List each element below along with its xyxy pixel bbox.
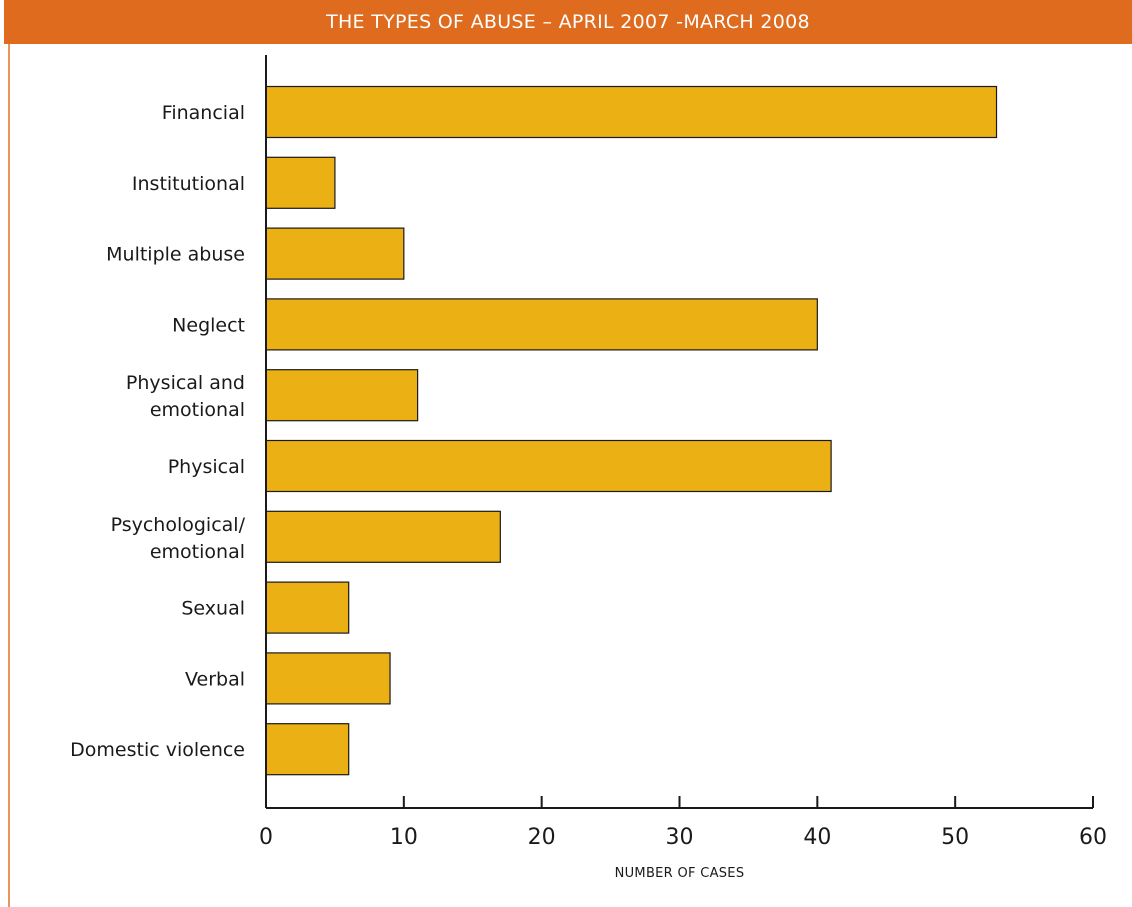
category-label-line: emotional xyxy=(150,399,245,421)
tick-labels-group: 0 10 20 30 40 50 60 xyxy=(259,825,1107,850)
category-label: Multiple abuse xyxy=(106,244,245,266)
bar xyxy=(265,723,350,776)
bar xyxy=(265,581,350,634)
x-tick-label: 40 xyxy=(803,825,831,850)
category-labels-group: Financial Institutional Multiple abuse Negl… xyxy=(70,102,245,761)
category-label: Verbal xyxy=(185,668,245,690)
category-label: Institutional xyxy=(132,173,245,195)
bar xyxy=(265,298,818,351)
category-label: Physical and emotional xyxy=(126,372,245,421)
category-label: Financial xyxy=(162,102,245,124)
category-label: Sexual xyxy=(181,598,245,620)
bar xyxy=(265,652,391,705)
bar xyxy=(265,227,405,280)
x-tick-label: 10 xyxy=(390,825,418,850)
x-axis-label: NUMBER OF CASES xyxy=(615,866,745,881)
category-label: Domestic violence xyxy=(70,739,245,761)
x-tick-label: 30 xyxy=(666,825,694,850)
category-label: Neglect xyxy=(172,314,245,336)
bar xyxy=(265,439,832,493)
x-tick-label: 50 xyxy=(941,825,969,850)
x-tick-label: 20 xyxy=(528,825,556,850)
category-label: Physical xyxy=(168,456,245,478)
bars-group xyxy=(265,85,998,776)
x-tick-label: 0 xyxy=(259,825,273,850)
axes-group xyxy=(265,55,1094,809)
bar xyxy=(265,369,419,422)
bar xyxy=(265,510,501,563)
category-label-line: emotional xyxy=(150,541,245,563)
category-label-line: Physical and xyxy=(126,372,245,394)
frame-left-rule xyxy=(8,44,10,907)
bar xyxy=(265,85,998,139)
chart-frame: THE TYPES OF ABUSE – APRIL 2007 -MARCH 2… xyxy=(4,0,1132,907)
bar xyxy=(265,156,336,209)
chart-title: THE TYPES OF ABUSE – APRIL 2007 -MARCH 2… xyxy=(4,0,1132,44)
category-label-line: Psychological/ xyxy=(111,514,246,536)
category-label: Psychological/emotional xyxy=(111,514,246,563)
x-tick-label: 60 xyxy=(1079,825,1107,850)
